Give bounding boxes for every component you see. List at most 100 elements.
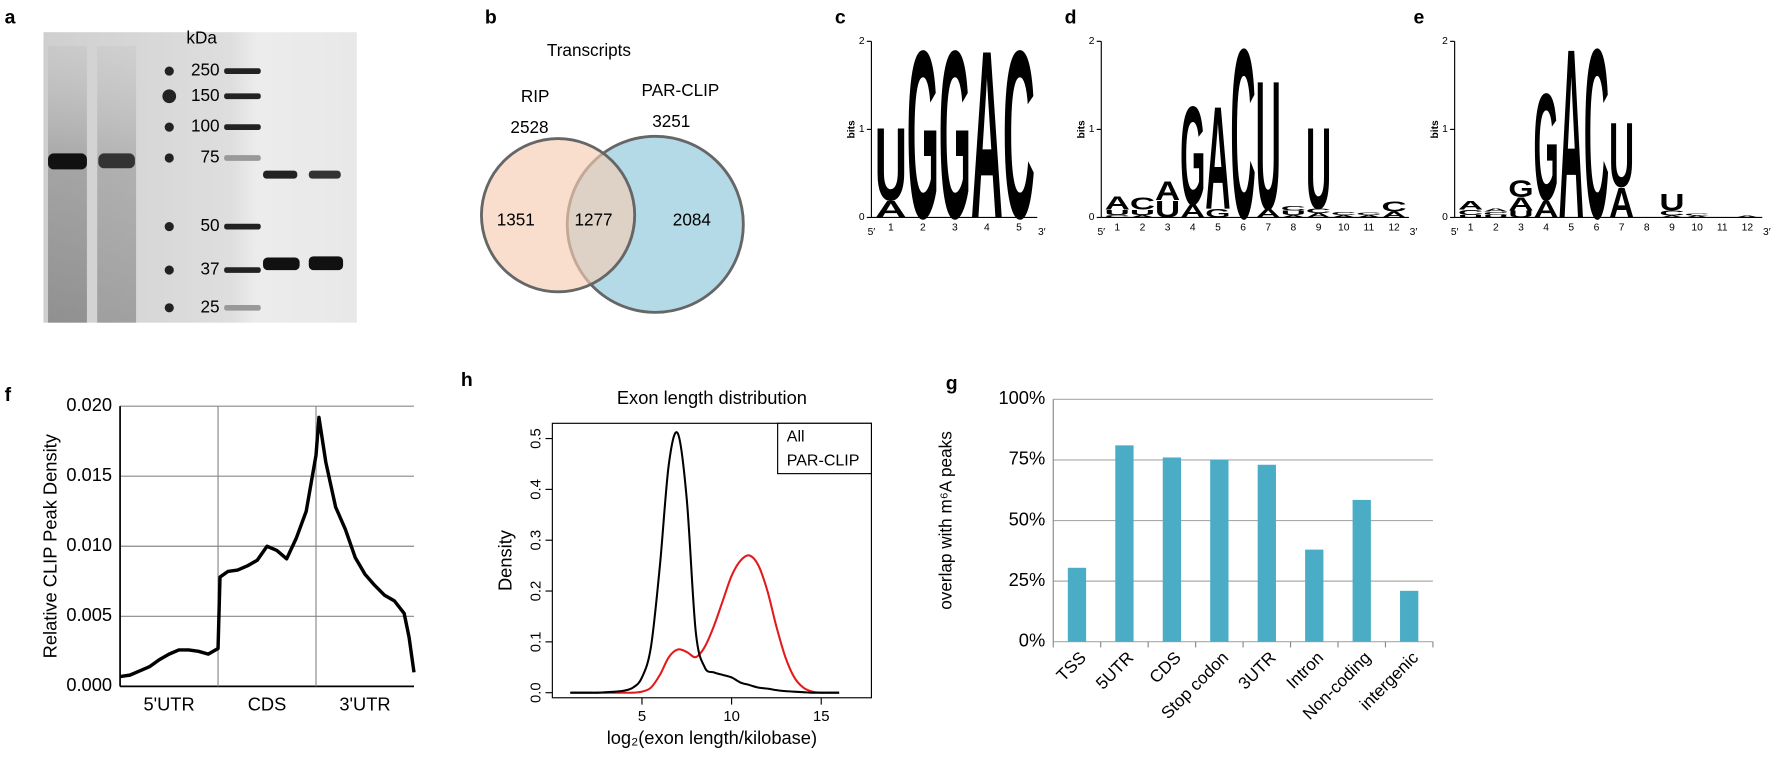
y-tick-label: 0: [859, 212, 865, 223]
x-tick-label: Intron: [1282, 647, 1327, 692]
logo-letter: U: [1609, 105, 1634, 207]
logo-letter: A: [1458, 199, 1484, 213]
position-label: 7: [1619, 222, 1625, 233]
ladder-dot: [164, 303, 174, 313]
position-label: 4: [1190, 222, 1196, 233]
y-tick-label: 25%: [1009, 569, 1046, 590]
logo-letter: C: [1685, 214, 1713, 217]
logo-letter: G: [1205, 206, 1230, 220]
y-tick-label: 1: [1089, 124, 1095, 135]
bar: [1305, 549, 1324, 642]
logo-letter: U: [1508, 209, 1533, 220]
marker-label: 150: [191, 85, 220, 105]
logo-letter: C: [1306, 208, 1334, 215]
logo-letter: C: [1281, 205, 1309, 212]
position-label: 6: [1594, 222, 1600, 233]
bar: [1400, 590, 1419, 642]
position-label: 6: [1240, 222, 1246, 233]
logo-letter: G: [1180, 77, 1205, 234]
logo-letter: C: [1231, 0, 1256, 269]
position-label: 4: [984, 222, 990, 233]
y-tick-label: 0.015: [66, 464, 112, 485]
bar: [1067, 567, 1087, 642]
logo-letter: A: [1710, 215, 1738, 218]
position-label: 1: [888, 222, 894, 233]
position-label: 10: [1338, 222, 1350, 233]
logo-letter: A: [1180, 200, 1205, 221]
y-tick-label: 0: [1442, 212, 1448, 223]
ladder-dot: [164, 222, 174, 232]
logo-letter: U: [875, 107, 907, 223]
logo-letter: C: [1659, 209, 1687, 218]
logo-letter: A: [1105, 193, 1130, 214]
bar: [1115, 445, 1134, 642]
x-tick-label: 5UTR: [1092, 647, 1138, 693]
logo-letter: G: [1508, 176, 1533, 203]
position-label: 10: [1691, 222, 1703, 233]
logo-letter: A: [1634, 215, 1662, 218]
y-axis-label: Relative CLIP Peak Density: [39, 433, 60, 658]
logo-letter: A: [1559, 0, 1584, 269]
region-label: CDS: [248, 694, 287, 715]
y-tick-label: 0: [1089, 212, 1095, 223]
y-tick-label: 50%: [1009, 508, 1046, 529]
end-label: 5′: [1097, 227, 1105, 238]
panel-label: a: [5, 7, 16, 29]
ladder-band: [224, 304, 261, 311]
y-tick-label: 0.005: [66, 604, 112, 625]
data-line: [119, 415, 416, 679]
logo-letter: U: [1659, 189, 1684, 216]
data-line: [570, 431, 840, 694]
plot-box: [551, 422, 872, 699]
position-label: 7: [1265, 222, 1271, 233]
set-name: RIP: [521, 86, 550, 106]
position-label: 9: [1669, 222, 1675, 233]
panel-label: h: [461, 369, 473, 391]
logo-letter: U: [1155, 196, 1180, 223]
position-label: 5: [1016, 222, 1022, 233]
set-total: 3251: [652, 111, 690, 131]
position-label: 9: [1316, 222, 1322, 233]
ladder-band: [224, 267, 261, 273]
panel-label: c: [835, 7, 846, 29]
ladder-dot: [164, 265, 174, 275]
position-label: 12: [1388, 222, 1400, 233]
ladder-band: [224, 223, 261, 230]
logo-letter: U: [1281, 210, 1309, 217]
logo-letter: U: [1105, 208, 1130, 217]
bar: [1210, 459, 1229, 642]
logo-letter: U: [1256, 43, 1281, 248]
end-label: 5′: [1451, 227, 1459, 238]
ladder-dot: [164, 66, 174, 76]
region-count: 2084: [673, 209, 712, 229]
logo-letter: A: [1483, 207, 1511, 213]
logo-letter: C: [1130, 195, 1155, 214]
panel-label: f: [5, 384, 12, 406]
region-label: 3'UTR: [339, 694, 390, 715]
y-tick-label: 100%: [998, 387, 1045, 408]
end-label: 3′: [1763, 227, 1771, 238]
ladder-band: [224, 68, 261, 74]
region-count: 1277: [574, 209, 612, 229]
position-label: 4: [1543, 222, 1549, 233]
panel-label: e: [1413, 7, 1424, 29]
logo-letter: C: [1003, 0, 1035, 268]
end-label: 5′: [868, 227, 876, 238]
ladder-band: [224, 124, 261, 130]
panel-label: b: [485, 7, 497, 29]
legend-entry: PAR-CLIP: [787, 452, 860, 469]
logo-letter: A: [1735, 215, 1763, 218]
logo-letter: A: [1534, 196, 1560, 223]
position-label: 5: [1215, 222, 1221, 233]
logo-letter: U: [1458, 214, 1487, 218]
position-label: 12: [1742, 222, 1754, 233]
y-tick-label: 0.4: [528, 479, 544, 500]
position-label: 11: [1364, 222, 1375, 233]
y-axis-label: Density: [494, 529, 515, 591]
logo-letter: A: [1256, 206, 1282, 220]
x-tick-label: 5: [638, 709, 646, 725]
logo-letter: C: [1381, 199, 1407, 215]
y-tick-label: 1: [859, 124, 865, 135]
y-tick-label: 0.000: [66, 674, 112, 695]
